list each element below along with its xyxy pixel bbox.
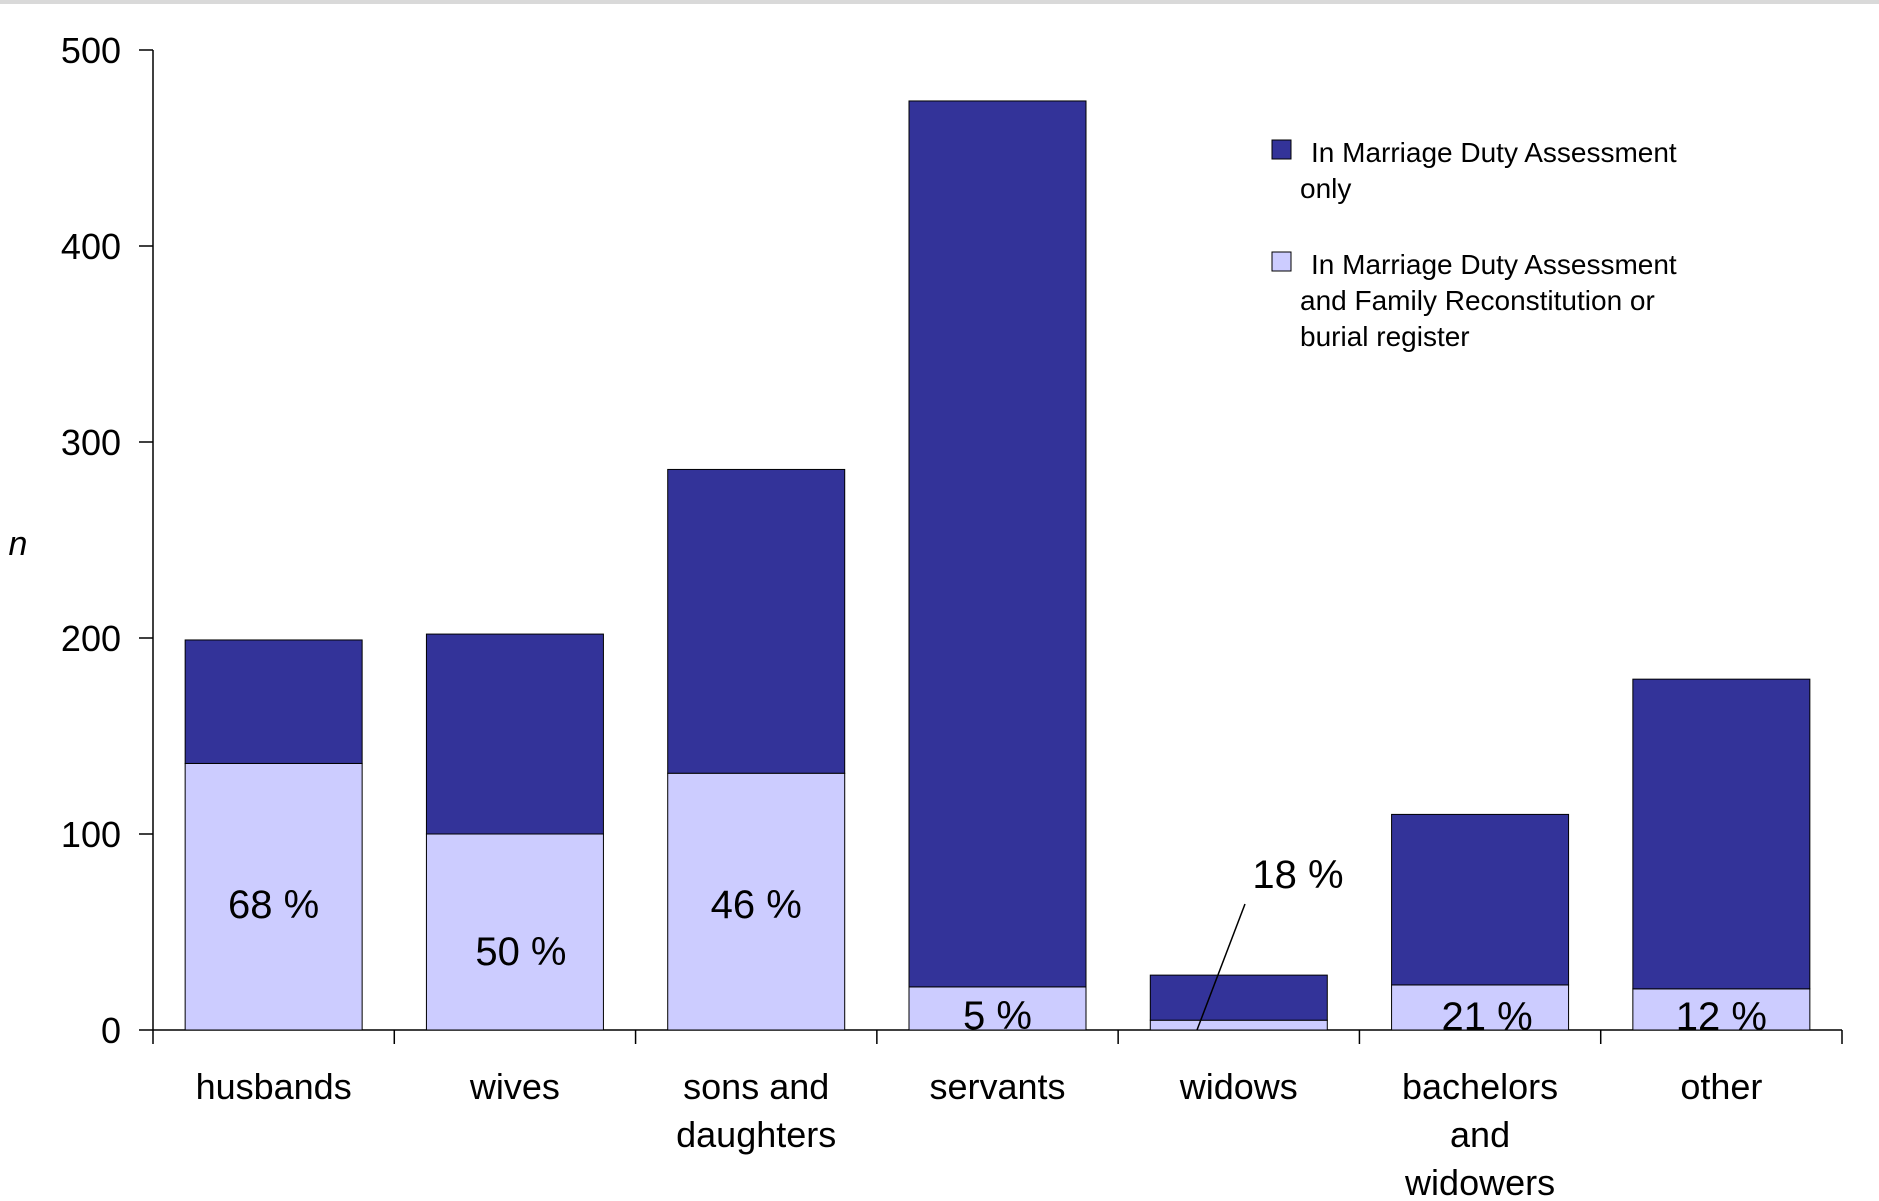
bar-upper-segment — [1632, 678, 1811, 990]
percent-label: 50 % — [475, 930, 566, 974]
bar-lower-segment — [1149, 1019, 1328, 1031]
y-tick-label: 400 — [61, 226, 121, 267]
y-axis-label: n — [9, 525, 28, 563]
x-category-label: other — [1680, 1066, 1762, 1107]
legend-swatch — [1271, 251, 1292, 272]
percent-label: 46 % — [711, 883, 802, 927]
x-category-label: sons and daughters — [676, 1066, 836, 1155]
x-category-label: servants — [929, 1066, 1065, 1107]
x-category-label: husbands — [196, 1066, 352, 1107]
bar-lower-segment — [184, 762, 363, 1031]
bar-upper-segment — [1391, 813, 1570, 986]
x-category-label: wives — [469, 1066, 560, 1107]
bar-upper-segment — [1149, 974, 1328, 1021]
bar-lower-segment — [908, 986, 1087, 1031]
y-tick-label: 200 — [61, 618, 121, 659]
y-tick-label: 100 — [61, 814, 121, 855]
bar-lower-segment — [1632, 988, 1811, 1031]
bar-upper-segment — [908, 100, 1087, 988]
legend-label: In Marriage Duty Assessment and Family Re… — [1300, 249, 1677, 352]
legend-label: In Marriage Duty Assessment only — [1300, 137, 1677, 204]
percent-leader-line — [1196, 903, 1246, 1031]
bar-upper-segment — [667, 468, 846, 774]
y-tick-label: 0 — [101, 1010, 121, 1051]
percent-label: 18 % — [1252, 853, 1343, 897]
y-tick-label: 500 — [61, 30, 121, 71]
bar-upper-segment — [184, 639, 363, 764]
percent-label: 5 % — [963, 994, 1032, 1038]
bar-upper-segment — [425, 633, 604, 835]
percent-label: 12 % — [1676, 995, 1767, 1039]
legend-swatch — [1271, 139, 1292, 160]
y-tick-label: 300 — [61, 422, 121, 463]
bar-lower-segment — [1391, 984, 1570, 1031]
percent-label: 68 % — [228, 883, 319, 927]
percent-label: 21 % — [1441, 995, 1532, 1039]
x-category-label: widows — [1179, 1066, 1298, 1107]
top-strip — [0, 0, 1879, 4]
x-category-label: bachelors and widowers — [1402, 1066, 1558, 1201]
